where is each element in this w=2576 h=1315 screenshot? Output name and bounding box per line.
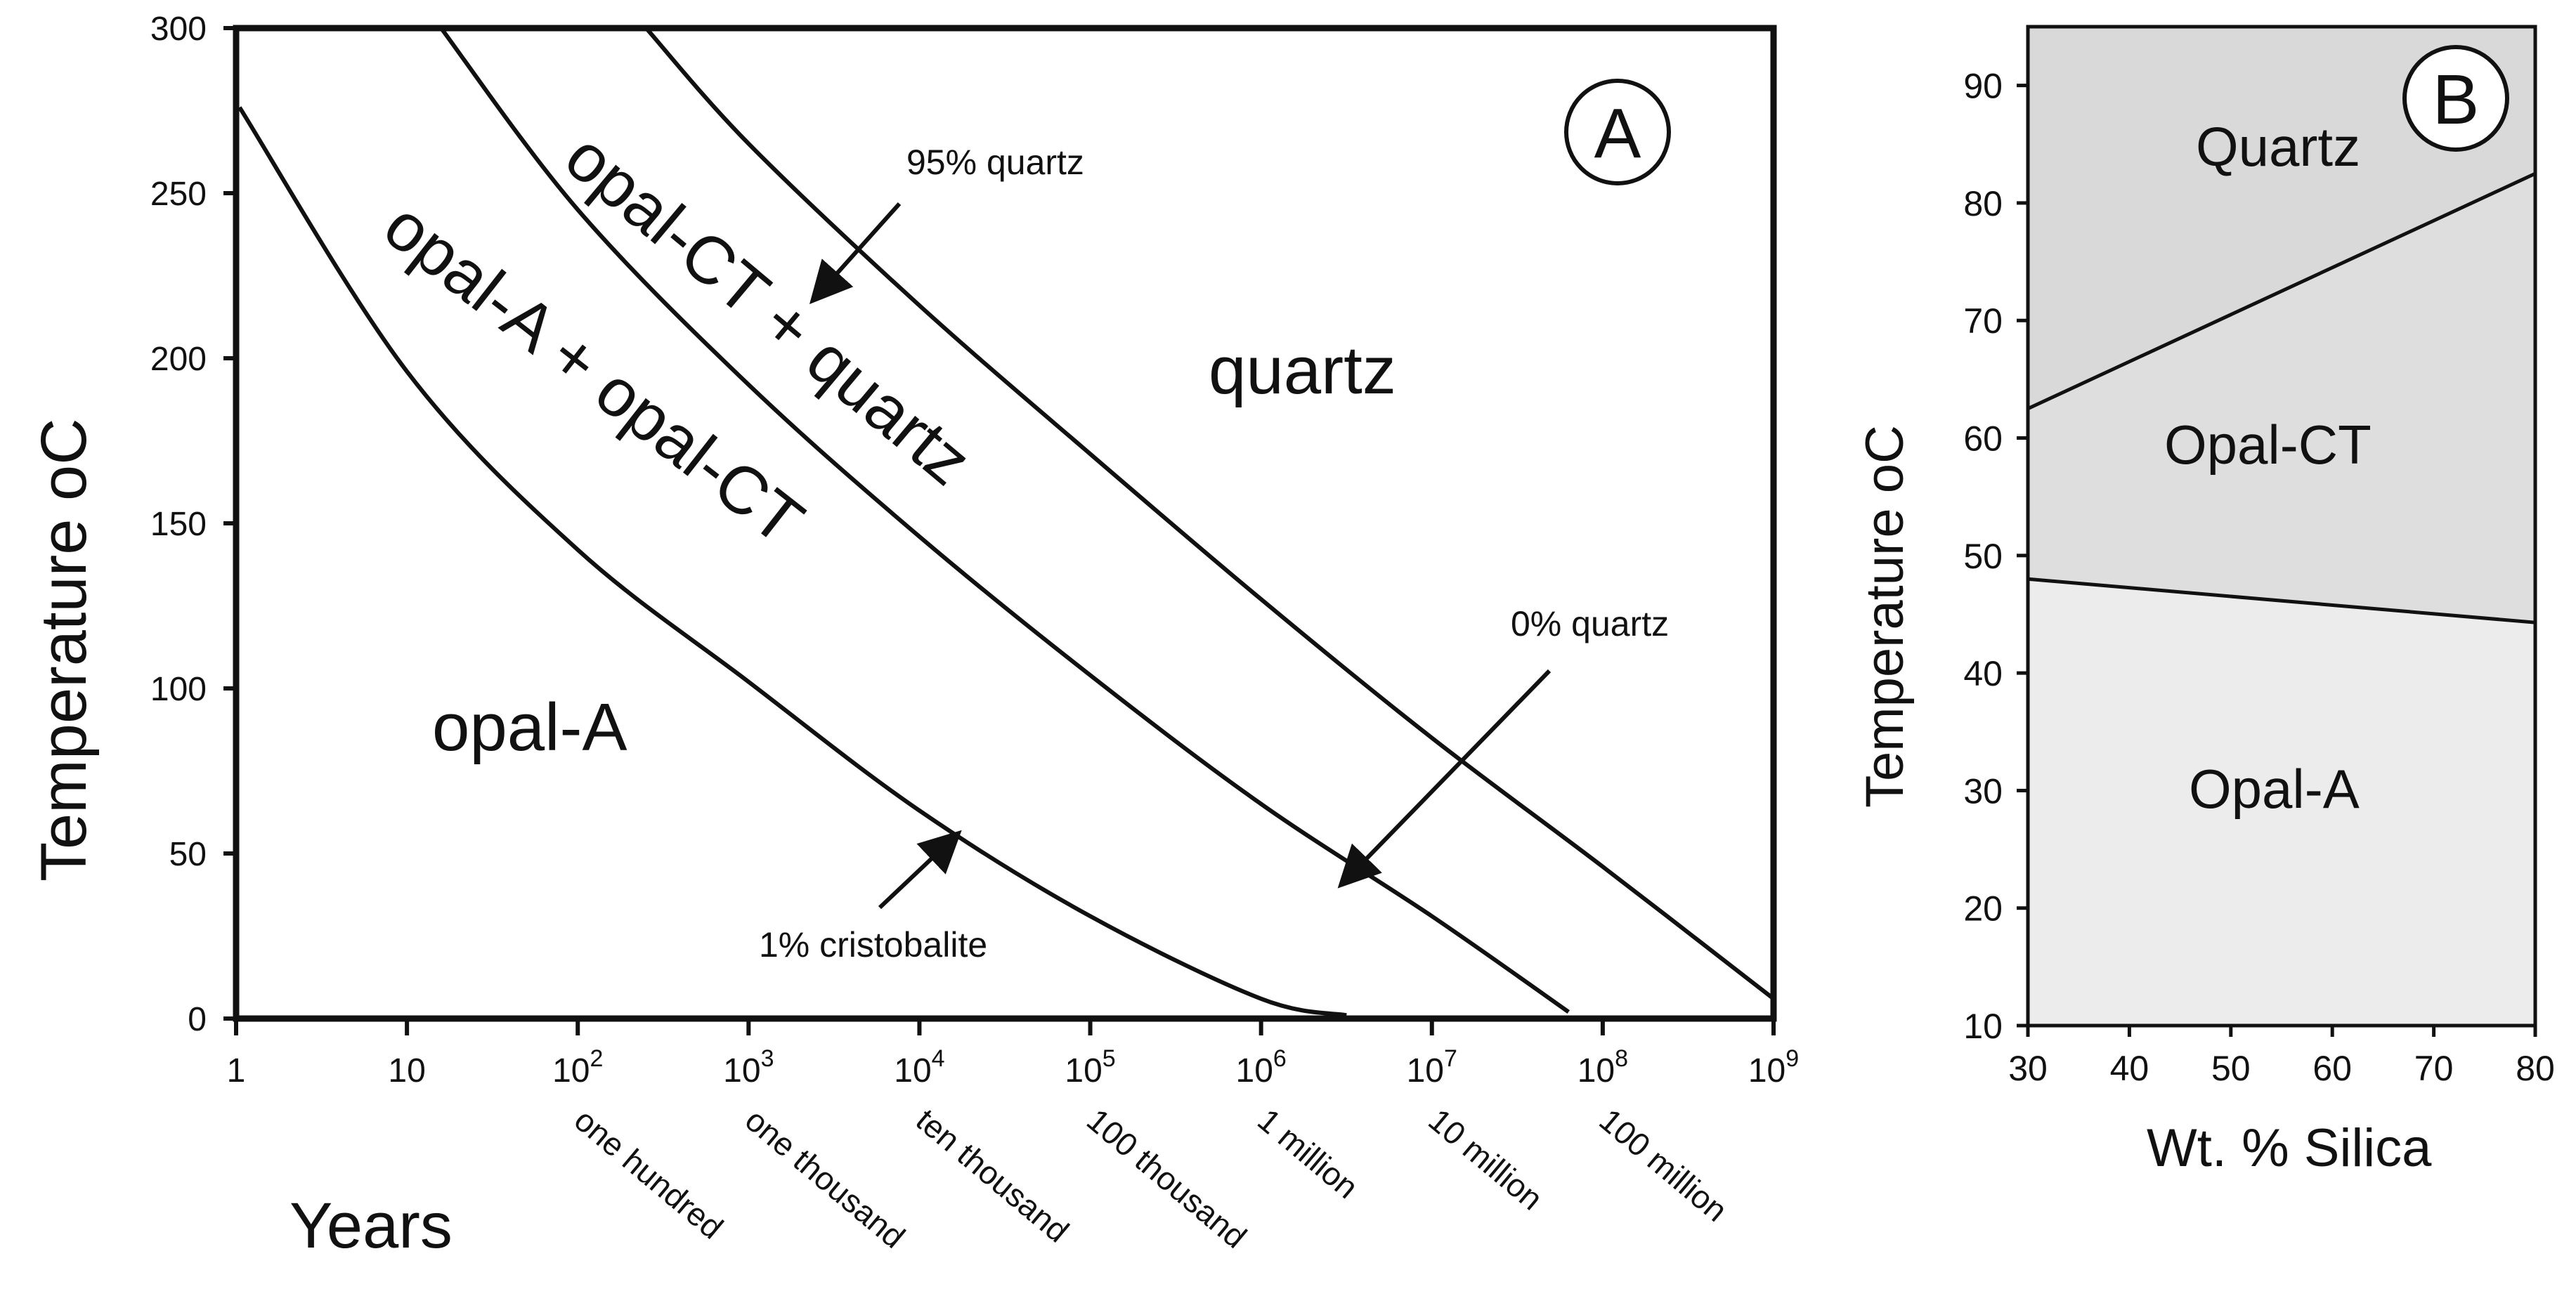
chart-b-x-tick-label: 30: [2008, 1049, 2048, 1088]
chart-a-x-tick-label: 109: [1748, 1045, 1799, 1090]
annotation-1-cristobalite-arrow: [878, 830, 962, 910]
chart-b-y-tick-label: 90: [1963, 67, 2003, 106]
chart-a-curves: [238, 27, 1775, 1018]
chart-a-x-tick-label: 108: [1578, 1045, 1628, 1090]
chart-b-panel-label: B: [2433, 60, 2480, 139]
chart-b-x-axis-title: Wt. % Silica: [2147, 1118, 2432, 1178]
region-label-opal-a: opal-A: [432, 690, 627, 765]
chart-a-y-tick-label: 100: [150, 671, 207, 708]
chart-b-y-tick-label: 20: [1963, 889, 2003, 929]
chart-a-panel-circle: [1564, 79, 1671, 185]
annotation-0-quartz: 0% quartz: [1511, 604, 1669, 643]
chart-b-y-tick-label: 30: [1963, 771, 2003, 811]
chart-b-x-tick-label: 70: [2414, 1049, 2454, 1088]
chart-b-frame: [2026, 25, 2537, 1028]
chart-a-y-tick-label: 250: [150, 176, 207, 213]
chart-a-x-tick-word: one thousand: [739, 1101, 912, 1255]
chart-b-y-tick-label: 80: [1963, 184, 2003, 223]
chart-a-x-tick-label: 1: [227, 1052, 246, 1090]
chart-a-y-tick-label: 50: [169, 836, 207, 873]
chart-a-x-tick-word: 100 million: [1592, 1101, 1734, 1229]
chart-a-y-tick-label: 200: [150, 341, 207, 378]
chart-b-y-tick-label: 60: [1963, 419, 2003, 459]
chart-a-x-tick-label: 106: [1236, 1045, 1287, 1090]
chart-a-y-tick-label: 300: [150, 11, 207, 48]
chart-a-y-tick-label: 0: [188, 1001, 207, 1038]
chart-a: 0 50 100 150 200 250 300 1 10 102 one hundred 103 o…: [28, 11, 1799, 1262]
chart-a-x-tick-word: 100 thousand: [1080, 1101, 1254, 1255]
zone-label-quartz: Quartz: [2196, 116, 2360, 178]
curve-1-cristobalite: [238, 106, 1347, 1018]
zone-opal-a: [2028, 579, 2535, 1026]
annotation-95-quartz: 95% quartz: [906, 143, 1084, 182]
boundary-opal-ct-quartz: [2027, 171, 2537, 410]
chart-b-panel-circle: [2402, 45, 2509, 152]
chart-a-x-tick-label: 10: [388, 1052, 425, 1090]
chart-b-y-tick-label: 70: [1963, 301, 2003, 341]
chart-b-x-ticks: 30 40 50 60 70 80: [2008, 1026, 2555, 1088]
chart-a-x-tick-label: 103: [723, 1045, 774, 1090]
chart-a-x-axis-title: Years: [290, 1190, 453, 1262]
chart-b-y-tick-label: 40: [1963, 654, 2003, 693]
chart-a-y-tick-label: 150: [150, 506, 207, 543]
chart-a-x-tick-label: 105: [1065, 1045, 1115, 1090]
chart-a-x-tick-word: 1 million: [1251, 1101, 1365, 1205]
annotation-95-quartz-arrow: [809, 202, 902, 304]
chart-a-y-ticks: 0 50 100 150 200 250 300: [150, 11, 236, 1038]
annotation-1-cristobalite: 1% cristobalite: [759, 925, 987, 964]
chart-a-x-ticks: 1 10 102 one hundred 103 one thousand 104 ten t…: [227, 1019, 1799, 1255]
chart-a-frame: [233, 25, 1777, 1022]
chart-a-x-tick-word: ten thousand: [909, 1101, 1076, 1250]
chart-a-y-axis-title: Temperature oC: [28, 418, 100, 882]
curve-0-quartz: [439, 27, 1570, 1014]
chart-a-x-tick-word: 10 million: [1422, 1101, 1549, 1217]
chart-a-panel-label: A: [1594, 94, 1641, 173]
chart-b-y-tick-label: 10: [1963, 1007, 2003, 1046]
chart-b: 10 20 30 40 50 60 70 80 90 30 40 50 60 70 80 B Quartz…: [1855, 25, 2555, 1178]
chart-a-x-tick-label: 104: [894, 1045, 944, 1090]
chart-a-x-tick-label: 102: [552, 1045, 603, 1090]
zone-label-opal-a: Opal-A: [2189, 758, 2360, 820]
boundary-opal-a-opal-ct: [2027, 577, 2536, 624]
region-label-quartz: quartz: [1209, 333, 1396, 408]
chart-b-y-axis-title: Temperature oC: [1855, 425, 1915, 808]
zone-opal-ct: [2028, 174, 2535, 623]
curve-95-quartz: [644, 27, 1775, 1001]
zone-label-opal-ct: Opal-CT: [2164, 414, 2372, 476]
chart-b-x-tick-label: 80: [2516, 1049, 2555, 1088]
chart-a-x-tick-word: one hundred: [568, 1101, 730, 1246]
chart-b-x-tick-label: 40: [2110, 1049, 2149, 1088]
annotation-0-quartz-arrow: [1337, 669, 1552, 889]
chart-a-x-tick-label: 107: [1407, 1045, 1457, 1090]
chart-b-x-tick-label: 50: [2211, 1049, 2251, 1088]
chart-b-y-ticks: 10 20 30 40 50 60 70 80 90: [1963, 67, 2028, 1046]
chart-b-y-tick-label: 50: [1963, 537, 2003, 576]
chart-b-x-tick-label: 60: [2312, 1049, 2352, 1088]
